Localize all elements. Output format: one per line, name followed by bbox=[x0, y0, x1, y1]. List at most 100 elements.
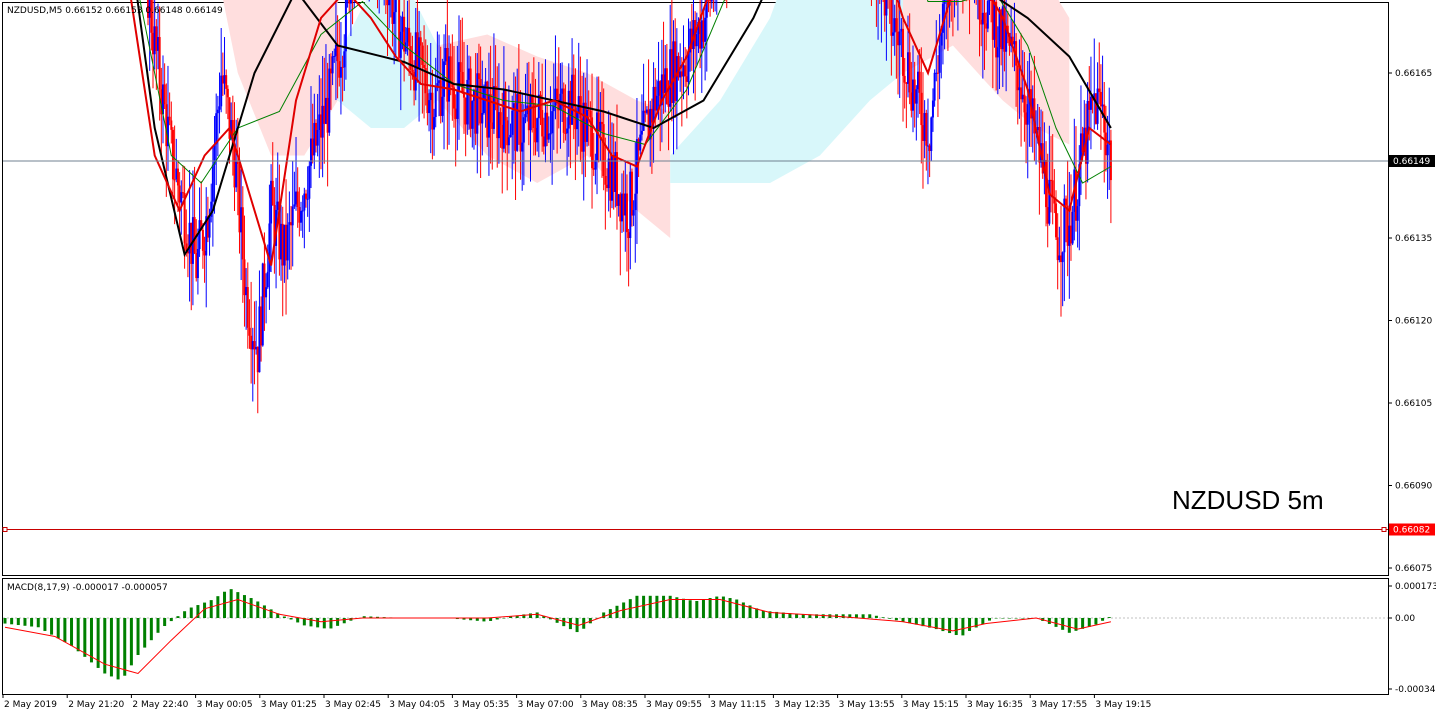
candle-body bbox=[185, 243, 188, 252]
candle-body bbox=[556, 88, 559, 100]
macd-bar bbox=[229, 589, 233, 618]
macd-bar bbox=[262, 605, 266, 618]
candle-body bbox=[147, 0, 150, 18]
macd-bar bbox=[682, 598, 686, 618]
candle-body bbox=[454, 108, 457, 119]
candle-body bbox=[931, 100, 934, 118]
macd-indicator: 0.000173 0.00 -0.00034 bbox=[3, 582, 1436, 695]
candle-body bbox=[296, 191, 299, 208]
macd-bar bbox=[655, 595, 659, 618]
macd-bar bbox=[316, 618, 320, 628]
time-tick-label: 3 May 01:25 bbox=[261, 700, 317, 710]
candle-body bbox=[300, 210, 303, 223]
candle-body bbox=[173, 179, 176, 181]
candle-body bbox=[156, 37, 159, 51]
candle-body bbox=[502, 90, 505, 149]
candle-body bbox=[674, 41, 677, 101]
candle-body bbox=[223, 75, 226, 84]
candle-body bbox=[1000, 9, 1003, 50]
macd-bar bbox=[542, 615, 546, 618]
candle-body bbox=[705, 0, 708, 18]
candle-body bbox=[288, 222, 291, 225]
macd-bar bbox=[1014, 618, 1018, 619]
candle-body bbox=[484, 81, 487, 87]
candle-body bbox=[624, 193, 627, 216]
candle-body bbox=[171, 129, 174, 180]
candle-body bbox=[582, 102, 585, 152]
candle-body bbox=[1078, 164, 1081, 207]
candle-body bbox=[649, 108, 652, 140]
price-tick-label: 0.66105 bbox=[1395, 399, 1432, 409]
candle-body bbox=[411, 69, 414, 72]
candle-body bbox=[941, 3, 944, 33]
candle-body bbox=[1011, 36, 1014, 45]
candle-body bbox=[398, 0, 401, 58]
candle-body bbox=[640, 130, 643, 135]
candle-body bbox=[230, 120, 233, 139]
candle-body bbox=[546, 112, 549, 140]
macd-bar bbox=[868, 614, 872, 618]
candle-body bbox=[697, 21, 700, 35]
candle-body bbox=[1020, 87, 1023, 100]
candle-body bbox=[584, 102, 587, 142]
macd-bar bbox=[56, 618, 60, 639]
candle-body bbox=[687, 52, 690, 82]
candle-body bbox=[451, 82, 454, 88]
candle-body bbox=[285, 224, 288, 261]
candle-body bbox=[689, 28, 692, 53]
macd-bar bbox=[1087, 618, 1091, 627]
candle-body bbox=[1081, 133, 1084, 153]
macd-bar bbox=[1001, 618, 1005, 619]
macd-bar bbox=[276, 613, 280, 618]
candle-body bbox=[625, 193, 628, 233]
candle-body bbox=[1101, 104, 1104, 107]
macd-bar bbox=[23, 618, 27, 626]
candle-body bbox=[1068, 225, 1071, 246]
candle-body bbox=[236, 161, 239, 165]
candle-body bbox=[1003, 6, 1006, 52]
macd-bar bbox=[908, 618, 912, 624]
candle-body bbox=[1063, 198, 1066, 253]
candle-body bbox=[260, 306, 263, 346]
macd-bar bbox=[522, 614, 526, 618]
candle-body bbox=[980, 19, 983, 25]
macd-bar bbox=[808, 614, 812, 618]
candle-body bbox=[1026, 104, 1029, 125]
candle-body bbox=[531, 94, 534, 103]
candle-body bbox=[208, 216, 211, 238]
macd-tick-label: 0.000173 bbox=[1395, 582, 1436, 592]
candle-body bbox=[557, 99, 560, 111]
candle-body bbox=[489, 94, 492, 123]
candle-body bbox=[507, 137, 510, 146]
time-tick-label: 2 May 22:40 bbox=[132, 700, 188, 710]
candle-body bbox=[1021, 94, 1024, 100]
candle-body bbox=[571, 74, 574, 125]
macd-bar bbox=[103, 618, 107, 674]
candle-body bbox=[632, 210, 635, 216]
candle-body bbox=[587, 109, 590, 111]
macd-panel-frame bbox=[2, 578, 1389, 695]
candle-body bbox=[993, 1, 996, 40]
candle-body bbox=[231, 120, 234, 146]
macd-bar bbox=[735, 599, 739, 618]
macd-bar bbox=[1094, 618, 1098, 625]
macd-bar bbox=[721, 596, 725, 618]
candle-body bbox=[704, 17, 707, 42]
candle-body bbox=[938, 45, 941, 73]
macd-bar bbox=[296, 618, 300, 623]
candle-body bbox=[612, 155, 615, 192]
time-tick-label: 3 May 13:55 bbox=[839, 700, 895, 710]
candle-body bbox=[316, 129, 319, 146]
candle-body bbox=[276, 201, 279, 210]
candle-body bbox=[206, 216, 209, 238]
candle-body bbox=[150, 0, 153, 33]
candle-body bbox=[476, 73, 479, 134]
candle-body bbox=[504, 90, 507, 121]
macd-bar bbox=[89, 618, 93, 663]
candle-body bbox=[243, 259, 246, 296]
macd-bar bbox=[169, 618, 173, 622]
macd-bar bbox=[602, 612, 606, 618]
macd-bar bbox=[1061, 618, 1065, 630]
candle-body bbox=[235, 161, 238, 188]
macd-info: MACD(8,17,9) -0.000017 -0.000057 bbox=[7, 583, 168, 593]
